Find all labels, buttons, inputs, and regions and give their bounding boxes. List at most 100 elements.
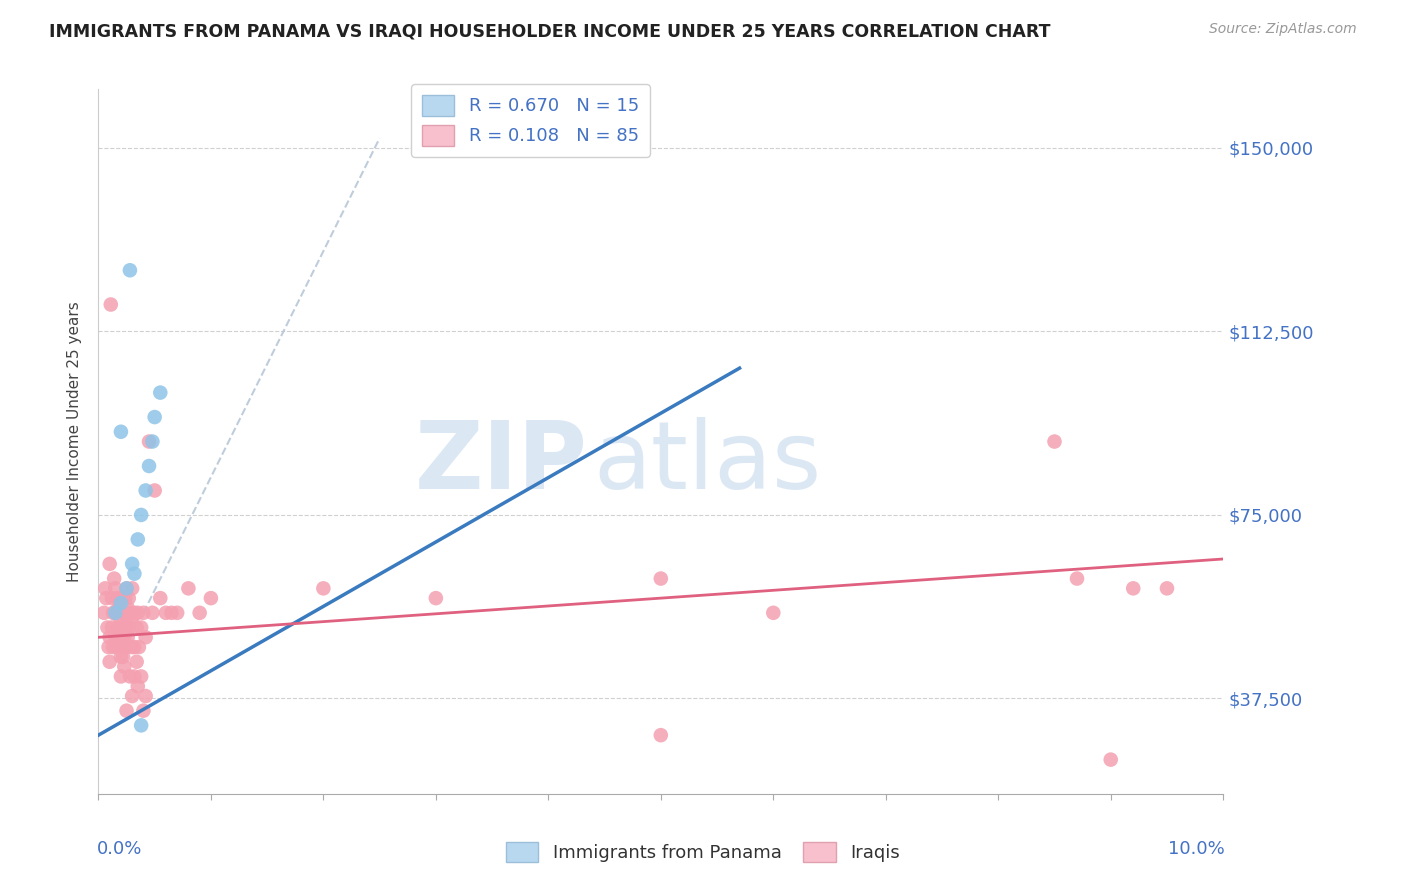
Point (132, 704, 155, 718)
Point (160, 606, 183, 620)
Point (112, 591, 135, 606)
Point (1043, 434, 1066, 449)
Point (121, 610, 143, 624)
Legend: R = 0.670   N = 15, R = 0.108   N = 85: R = 0.670 N = 15, R = 0.108 N = 85 (411, 84, 650, 156)
Point (93, 606, 115, 620)
Point (118, 263, 141, 277)
Point (149, 385, 172, 400)
Point (129, 669, 152, 683)
Point (127, 679, 149, 693)
Point (135, 689, 157, 703)
Point (104, 606, 127, 620)
Point (143, 483, 166, 498)
Point (1066, 572, 1088, 586)
Point (166, 606, 188, 620)
Point (125, 655, 148, 669)
Point (105, 606, 128, 620)
Point (124, 640, 146, 654)
Point (121, 689, 143, 703)
Point (124, 669, 146, 683)
Point (121, 640, 143, 654)
Point (1099, 753, 1122, 767)
Point (121, 557, 143, 571)
Point (141, 606, 163, 620)
Point (128, 640, 150, 654)
Point (107, 601, 129, 615)
Point (127, 533, 149, 547)
Point (111, 630, 134, 644)
Point (110, 620, 132, 634)
Point (132, 606, 155, 620)
Point (115, 582, 138, 596)
Point (111, 606, 134, 620)
Point (118, 669, 141, 683)
Y-axis label: Householder Income Under 25 years: Householder Income Under 25 years (67, 301, 83, 582)
Text: 0.0%: 0.0% (97, 839, 142, 858)
Legend: Immigrants from Panama, Iraqis: Immigrants from Panama, Iraqis (499, 834, 907, 870)
Point (110, 425, 132, 439)
Point (135, 483, 157, 498)
Point (97, 640, 120, 654)
Point (101, 640, 124, 654)
Point (177, 582, 200, 596)
Point (121, 582, 143, 596)
Point (104, 582, 127, 596)
Point (96, 591, 118, 606)
Point (312, 582, 335, 596)
Point (98, 655, 121, 669)
Point (110, 596, 132, 610)
Point (105, 640, 128, 654)
Point (112, 606, 135, 620)
Point (101, 606, 124, 620)
Point (98, 557, 121, 571)
Text: ZIP: ZIP (415, 417, 588, 508)
Point (114, 591, 136, 606)
Point (155, 606, 177, 620)
Point (96, 620, 118, 634)
Point (143, 410, 166, 425)
Point (101, 620, 124, 634)
Point (103, 572, 125, 586)
Point (138, 434, 160, 449)
Point (110, 649, 132, 664)
Point (108, 640, 131, 654)
Text: IMMIGRANTS FROM PANAMA VS IRAQI HOUSEHOLDER INCOME UNDER 25 YEARS CORRELATION CH: IMMIGRANTS FROM PANAMA VS IRAQI HOUSEHOL… (49, 22, 1050, 40)
Point (188, 606, 211, 620)
Point (138, 458, 160, 473)
Point (112, 649, 135, 664)
Point (94, 582, 117, 596)
Point (115, 610, 138, 624)
Point (112, 659, 135, 673)
Point (98, 630, 121, 644)
Point (101, 591, 124, 606)
Point (118, 591, 141, 606)
Point (107, 591, 129, 606)
Point (129, 718, 152, 732)
Point (762, 606, 785, 620)
Point (124, 566, 146, 581)
Point (129, 508, 152, 522)
Text: Source: ZipAtlas.com: Source: ZipAtlas.com (1209, 22, 1357, 37)
Point (127, 606, 149, 620)
Point (112, 630, 135, 644)
Point (1156, 582, 1178, 596)
Point (110, 669, 132, 683)
Point (110, 591, 132, 606)
Point (200, 591, 222, 606)
Point (107, 620, 129, 634)
Point (141, 434, 163, 449)
Point (115, 582, 138, 596)
Point (650, 572, 672, 586)
Point (115, 640, 138, 654)
Point (425, 591, 447, 606)
Point (135, 630, 157, 644)
Point (129, 620, 152, 634)
Point (124, 606, 146, 620)
Point (125, 620, 148, 634)
Point (112, 620, 135, 634)
Point (100, 297, 122, 311)
Point (118, 606, 141, 620)
Point (107, 630, 129, 644)
Point (104, 630, 127, 644)
Point (1122, 582, 1144, 596)
